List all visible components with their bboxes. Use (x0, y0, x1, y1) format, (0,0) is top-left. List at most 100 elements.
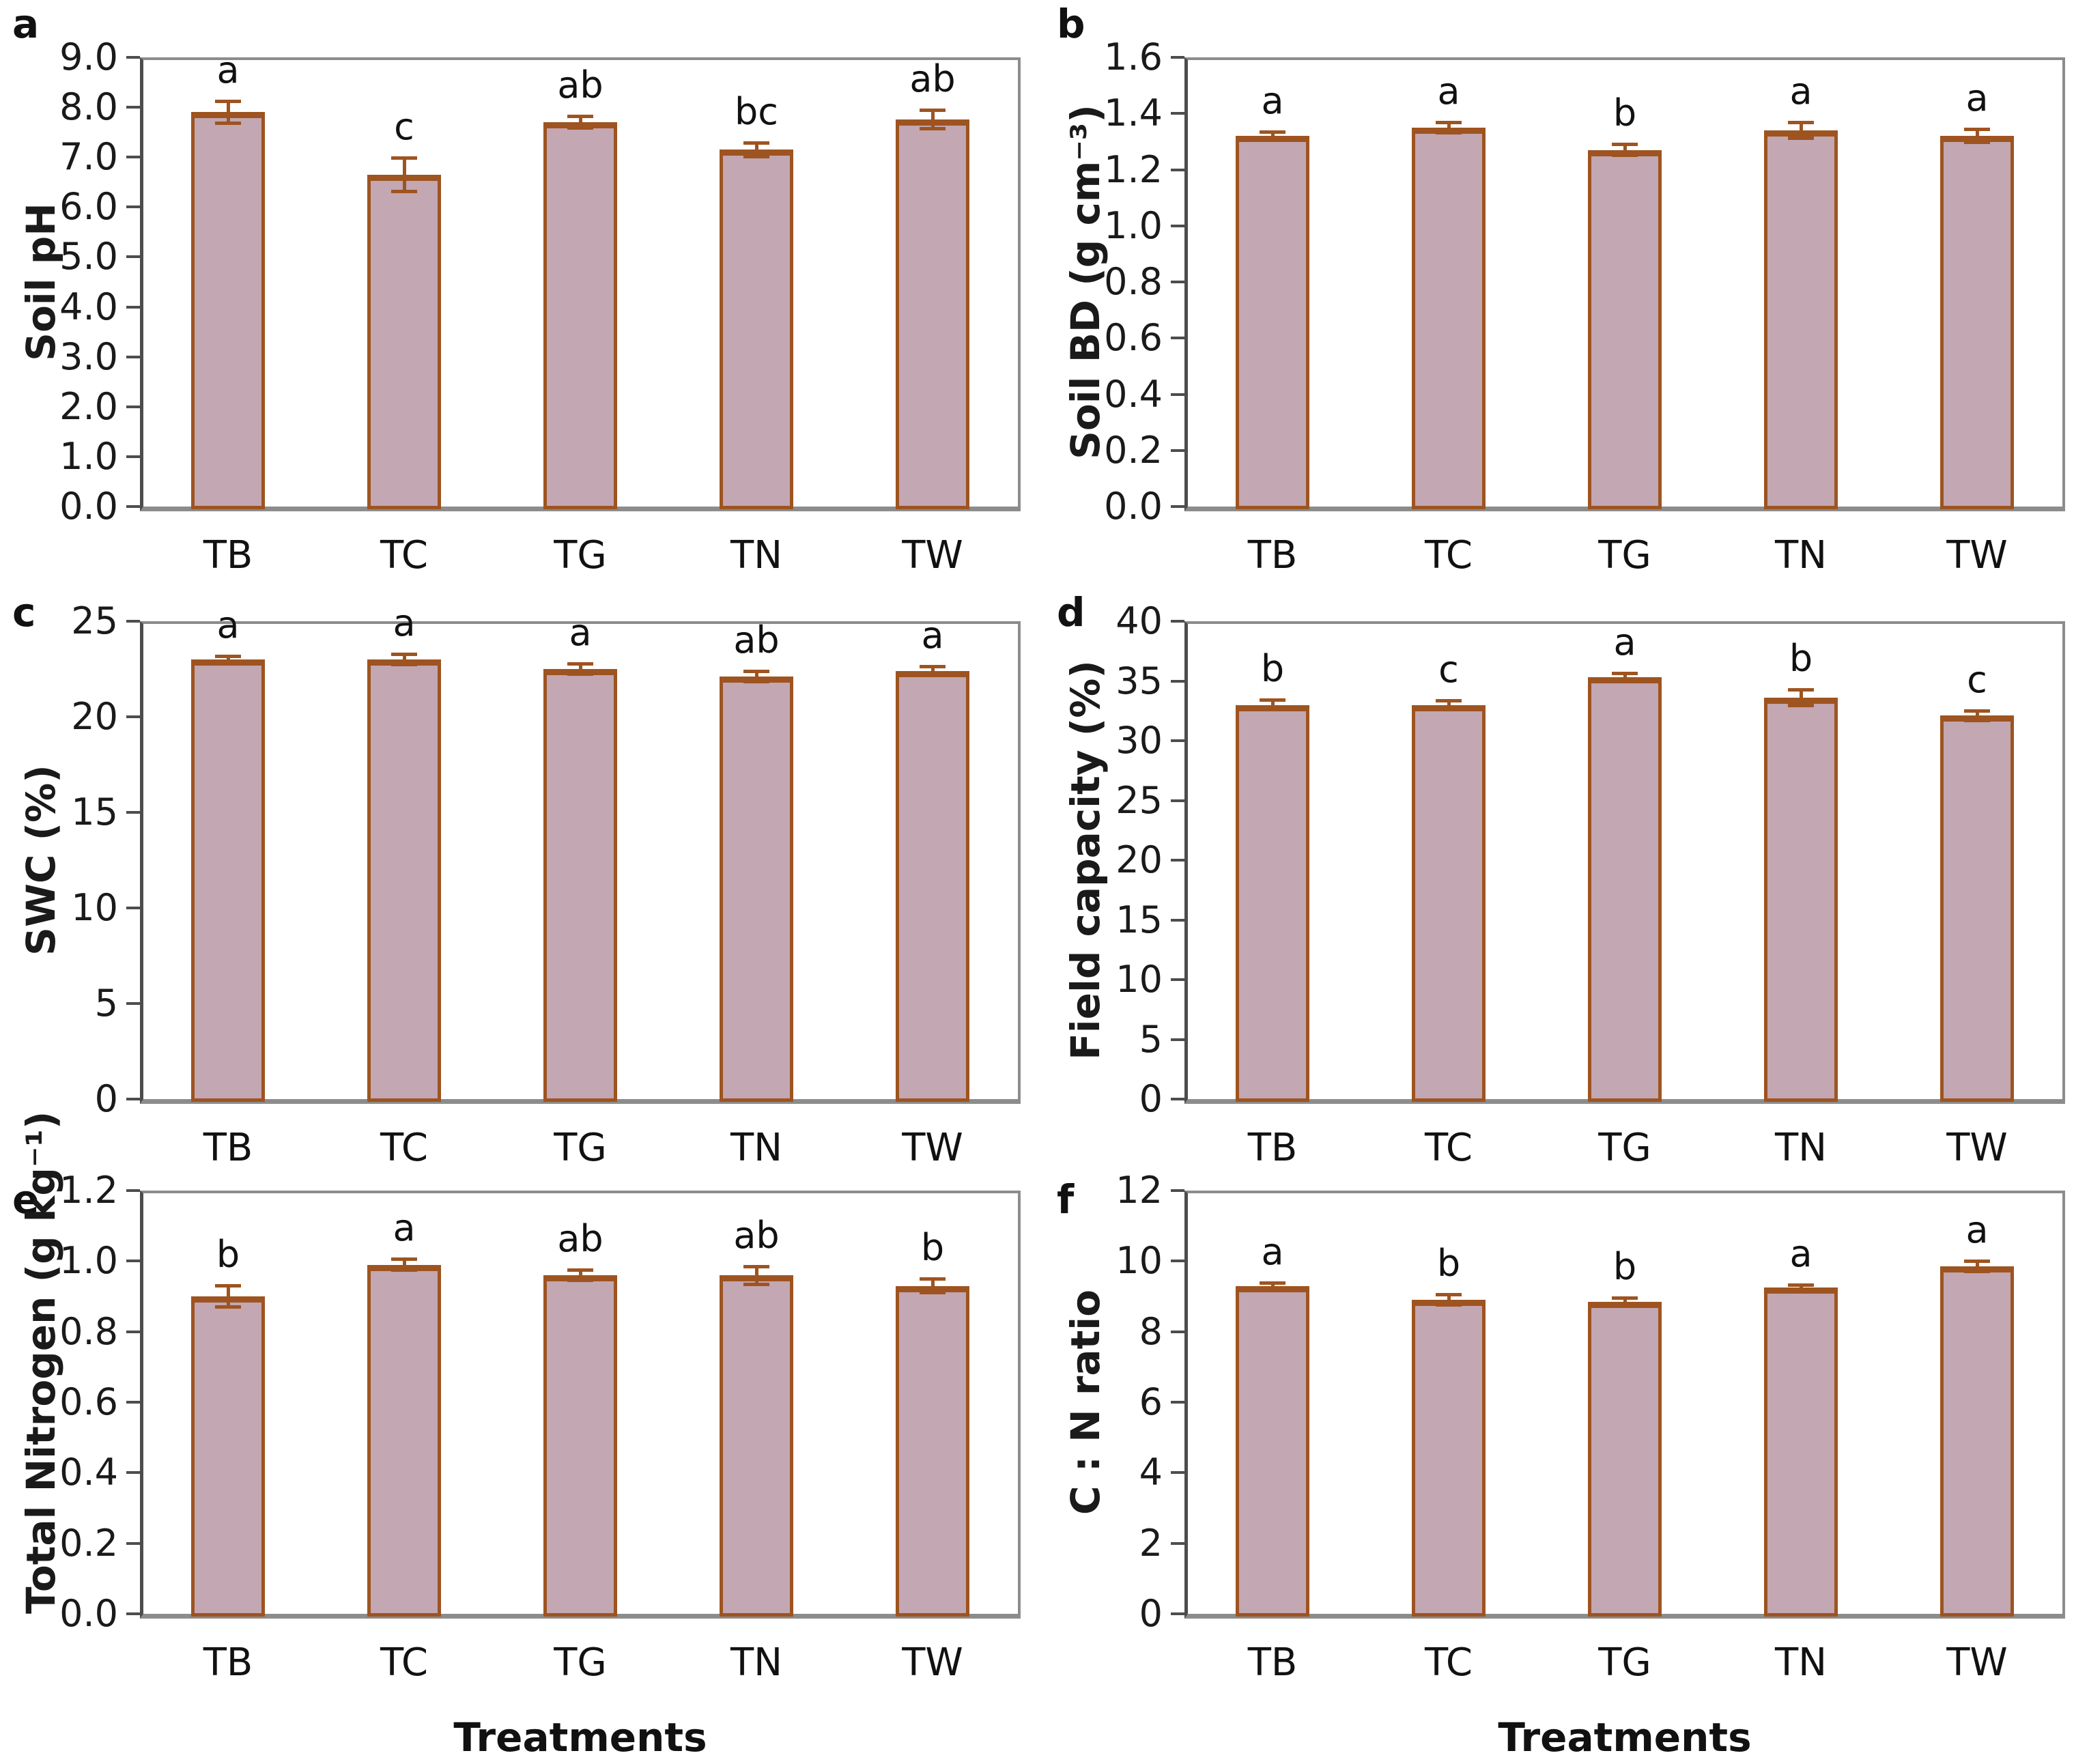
error-bar (1612, 1296, 1638, 1307)
y-tick-label: 7.0 (59, 135, 118, 179)
error-bar-cap-bottom (1612, 153, 1638, 157)
y-tick-label: 0.6 (1104, 316, 1163, 360)
y-tick-label: 8 (1139, 1309, 1163, 1353)
y-tick-mark (1171, 393, 1184, 396)
x-tick-label: TB (203, 533, 253, 578)
error-bar-stem (754, 670, 758, 683)
error-bar-cap-bottom (1260, 138, 1285, 142)
error-bar (567, 1268, 593, 1283)
y-tick-label: 0.0 (1104, 485, 1163, 528)
y-tick-mark (126, 205, 140, 209)
y-tick-mark (1171, 224, 1184, 227)
sig-letter: a (216, 48, 240, 92)
error-bar (567, 115, 593, 130)
error-bar-stem (930, 665, 935, 677)
error-bar (920, 109, 946, 131)
error-bar-cap-bottom (1612, 679, 1638, 683)
y-tick-mark (126, 405, 140, 408)
error-bar-cap-bottom (1436, 1303, 1462, 1307)
error-bar (215, 1283, 241, 1309)
y-tick-label: 4.0 (59, 285, 118, 328)
x-tick-label: TB (203, 1126, 253, 1170)
error-bar (1436, 698, 1462, 711)
panel-letter: f (1057, 1176, 1075, 1223)
y-tick-mark (126, 715, 140, 718)
chart-panel-c: c SWC (%) 25 20 15 10 5 0 a TB a TC a TG ab TN a TW (0, 588, 1044, 1180)
error-bar-stem (1447, 120, 1451, 135)
bar (191, 659, 265, 1102)
x-tick-label: TB (1247, 533, 1298, 578)
sig-letter: b (1612, 91, 1637, 135)
x-tick-label: TN (1774, 533, 1828, 578)
error-bar (567, 662, 593, 676)
y-tick-label: 25 (71, 599, 118, 642)
error-bar-stem (1975, 709, 1979, 722)
y-tick-mark (1171, 1541, 1184, 1545)
sig-letter: c (1967, 657, 1987, 701)
sig-letter: c (394, 104, 414, 148)
error-bar (1788, 1283, 1814, 1292)
error-bar (743, 1264, 769, 1286)
y-tick-label: 1.0 (59, 1239, 118, 1283)
error-bar-cap-bottom (1788, 704, 1814, 707)
y-tick-mark (126, 1541, 140, 1545)
x-tick-label: TG (1598, 1640, 1651, 1685)
y-tick-mark (1171, 1260, 1184, 1263)
error-bar-cap-bottom (391, 189, 417, 193)
error-bar (1436, 120, 1462, 135)
y-tick-label: 2.0 (59, 384, 118, 428)
error-bar-stem (1975, 1259, 1979, 1274)
sig-letter: b (1612, 1245, 1637, 1288)
sig-letter: b (920, 1225, 945, 1269)
error-bar-cap-bottom (743, 1282, 769, 1286)
y-tick-label: 0 (1139, 1077, 1163, 1120)
sig-letter: a (1261, 1230, 1284, 1274)
y-tick-mark (1171, 56, 1184, 59)
error-bar-cap-bottom (1788, 1288, 1814, 1292)
bar (1236, 136, 1309, 509)
x-tick-label: TN (730, 1126, 783, 1170)
x-axis-title: Treatments (453, 1714, 707, 1761)
bar (1940, 1266, 2014, 1617)
y-tick-mark (1171, 449, 1184, 452)
x-tick-label: TW (1946, 533, 2008, 578)
bar (1412, 1300, 1486, 1617)
error-bar (1788, 120, 1814, 141)
chart-panel-d: d Field capacity (%) 40 35 30 25 20 15 10 5 0 b TB c T… (1044, 588, 2089, 1180)
x-tick-label: TB (203, 1640, 253, 1685)
bar (367, 1264, 441, 1617)
x-tick-label: TC (380, 1126, 429, 1170)
error-bar-stem (578, 1268, 582, 1283)
error-bar-cap-bottom (1964, 141, 1990, 145)
y-tick-mark (126, 1260, 140, 1263)
y-tick-mark (1171, 739, 1184, 742)
y-tick-mark (126, 1330, 140, 1333)
error-bar (391, 653, 417, 666)
x-tick-label: TN (1774, 1126, 1828, 1170)
error-bar-cap-bottom (567, 672, 593, 676)
x-tick-label: TC (1424, 1126, 1473, 1170)
sig-letter: a (393, 1206, 416, 1250)
bar (720, 150, 793, 509)
x-tick-label: TN (1774, 1640, 1828, 1685)
error-bar-cap-bottom (920, 127, 946, 131)
y-tick-mark (1171, 505, 1184, 508)
error-bar-cap-bottom (1260, 1286, 1285, 1290)
error-bar-cap-bottom (1612, 1303, 1638, 1307)
y-tick-label: 1.2 (1104, 147, 1163, 191)
y-axis-title: SWC (%) (18, 765, 64, 956)
error-bar-stem (402, 1257, 406, 1272)
y-tick-mark (1171, 337, 1184, 340)
sig-letter: c (1438, 647, 1459, 691)
error-bar-stem (1799, 688, 1803, 707)
y-tick-mark (1171, 1471, 1184, 1475)
error-bar (1964, 1259, 1990, 1274)
y-tick-mark (126, 1401, 140, 1404)
y-tick-mark (126, 1471, 140, 1475)
y-tick-label: 2 (1139, 1521, 1163, 1565)
y-tick-label: 1.0 (1104, 203, 1163, 247)
sig-letter: a (1789, 1232, 1813, 1275)
error-bar-stem (1270, 698, 1275, 712)
sig-letter: bc (735, 89, 778, 133)
bar (367, 174, 441, 509)
